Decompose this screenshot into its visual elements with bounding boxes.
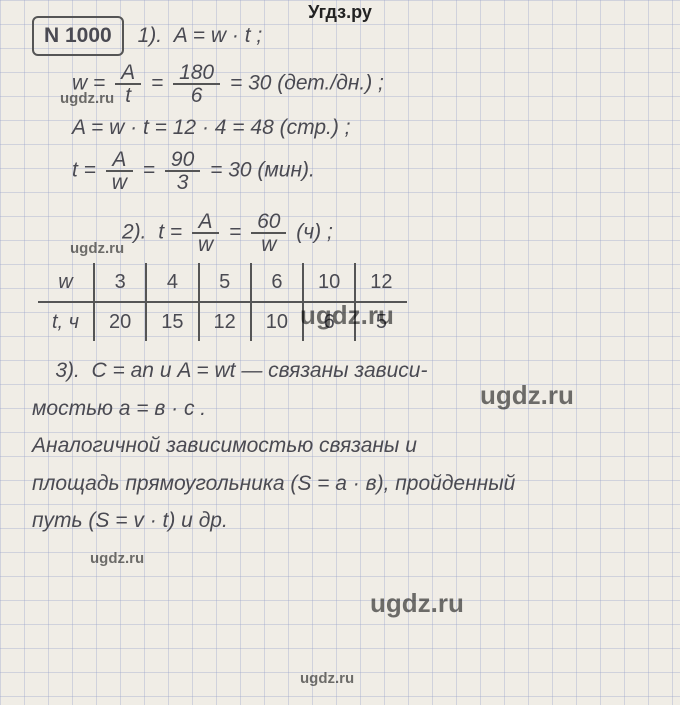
problem-number-box: N 1000: [32, 16, 124, 56]
frac-num: A: [192, 211, 219, 234]
problem-line-1: N 1000 1). A = w · t ;: [32, 16, 652, 56]
table-cell: 10: [303, 263, 355, 302]
part1-eq1: A = w · t ;: [174, 24, 263, 47]
p1l2-frac2: 180 6: [173, 62, 220, 106]
p1l2-frac1: A t: [115, 62, 141, 106]
part2-label: 2).: [122, 221, 147, 244]
watermark: ugdz.ru: [60, 90, 114, 107]
frac-den: 6: [173, 85, 220, 106]
part3-line3: Аналогичной зависимостью связаны и: [32, 430, 652, 462]
table-cell: 6: [251, 263, 303, 302]
part1-line2: w = A t = 180 6 = 30 (дет./дн.) ;: [72, 62, 652, 106]
watermark: ugdz.ru: [70, 240, 124, 257]
frac-den: 3: [165, 172, 200, 193]
table-cell: 5: [199, 263, 251, 302]
frac-num: A: [115, 62, 141, 85]
p1l4-mid: =: [143, 159, 155, 182]
frac-den: w: [192, 234, 219, 255]
frac-den: w: [251, 234, 286, 255]
frac-den: t: [115, 85, 141, 106]
row-header-t: t, ч: [38, 302, 94, 341]
p1l4-frac1: A w: [106, 149, 133, 193]
p2l1-frac2: 60 w: [251, 211, 286, 255]
table-cell: 12: [199, 302, 251, 341]
part3-line4: площадь прямоугольника (S = a · в), прой…: [32, 468, 652, 500]
p1l4-lhs: t =: [72, 159, 96, 182]
frac-num: 90: [165, 149, 200, 172]
table-cell: 20: [94, 302, 146, 341]
table-cell: 3: [94, 263, 146, 302]
part2-line1: 2). t = A w = 60 w (ч) ;: [122, 211, 652, 255]
part3-line5: путь (S = v · t) и др.: [32, 505, 652, 537]
table-cell: 10: [251, 302, 303, 341]
part1-label: 1).: [138, 24, 163, 47]
p1l4-rhs: = 30 (мин).: [210, 159, 315, 182]
frac-den: w: [106, 172, 133, 193]
table-cell: 15: [146, 302, 198, 341]
watermark-big: ugdz.ru: [370, 588, 464, 619]
part1-line3: A = w · t = 12 · 4 = 48 (стр.) ;: [72, 112, 652, 144]
watermark-big: ugdz.ru: [480, 380, 574, 411]
part1-line4: t = A w = 90 3 = 30 (мин).: [72, 149, 652, 193]
frac-num: 180: [173, 62, 220, 85]
p1l2-mid: =: [151, 71, 163, 94]
p2l1-mid: =: [229, 221, 241, 244]
p1l2-rhs: = 30 (дет./дн.) ;: [230, 71, 384, 94]
table-row: w 3 4 5 6 10 12: [38, 263, 407, 302]
part3-label: 3).: [55, 359, 80, 382]
row-header-w: w: [38, 263, 94, 302]
frac-num: A: [106, 149, 133, 172]
watermark-big: ugdz.ru: [300, 300, 394, 331]
watermark: ugdz.ru: [300, 670, 354, 687]
frac-num: 60: [251, 211, 286, 234]
p3l1: C = an и A = wt — связаны зависи-: [92, 359, 428, 382]
table-cell: 12: [355, 263, 406, 302]
p2l1-frac1: A w: [192, 211, 219, 255]
p2l1-lhs: t =: [158, 221, 182, 244]
watermark: ugdz.ru: [90, 550, 144, 567]
p1l4-frac2: 90 3: [165, 149, 200, 193]
table-cell: 4: [146, 263, 198, 302]
handwriting-content: N 1000 1). A = w · t ; w = A t = 180 6 =…: [0, 0, 680, 553]
p2l1-rhs: (ч) ;: [296, 221, 333, 244]
